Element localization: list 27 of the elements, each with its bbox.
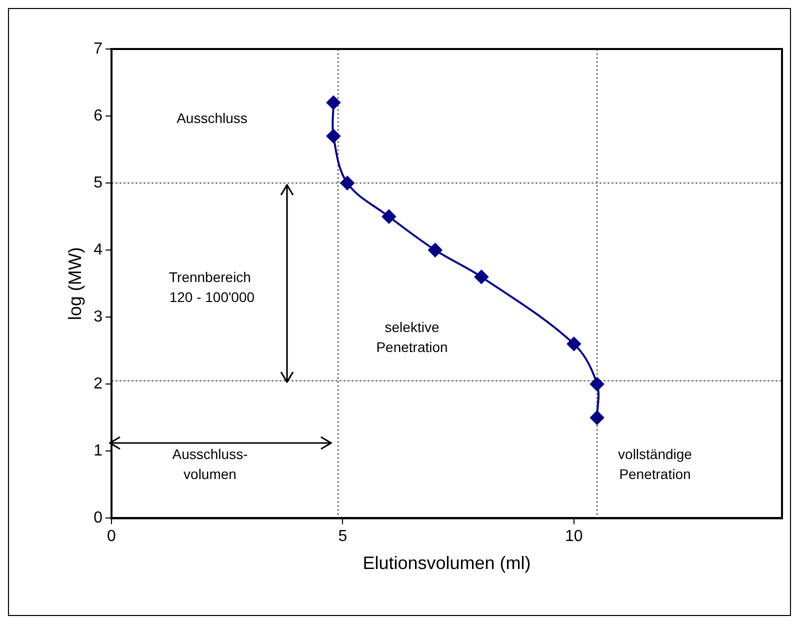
y-tick-label: 2 bbox=[94, 376, 103, 393]
point bbox=[326, 129, 340, 144]
x-tick-label: 0 bbox=[107, 528, 116, 546]
point bbox=[566, 336, 581, 351]
annotation: Trennbereich 120 - 100'000 bbox=[168, 268, 255, 307]
annotation: selektive Penetration bbox=[376, 318, 448, 357]
y-tick-label: 3 bbox=[94, 308, 103, 326]
point bbox=[474, 270, 488, 284]
point bbox=[340, 176, 354, 190]
point bbox=[382, 210, 396, 224]
point bbox=[590, 410, 604, 425]
x-tick-label: 10 bbox=[565, 528, 583, 546]
y-tick-label: 5 bbox=[94, 174, 103, 192]
point bbox=[326, 96, 340, 110]
y-tick-label: 0 bbox=[94, 510, 103, 527]
y-tick-label: 1 bbox=[94, 442, 103, 460]
y-tick-label: 6 bbox=[94, 107, 103, 124]
point bbox=[590, 377, 604, 392]
y-tick-label: 4 bbox=[94, 241, 103, 258]
annotation: vollständige Penetration bbox=[618, 445, 692, 484]
point bbox=[428, 243, 442, 258]
y-tick-label: 7 bbox=[94, 40, 103, 58]
x-tick-label: 5 bbox=[338, 528, 348, 546]
annotation: Ausschluss bbox=[176, 109, 248, 128]
annotation: Ausschluss- volumen bbox=[172, 445, 248, 484]
y-axis-title: log (MW) bbox=[64, 247, 85, 320]
x-axis-title: Elutionsvolumen (ml) bbox=[362, 553, 531, 574]
